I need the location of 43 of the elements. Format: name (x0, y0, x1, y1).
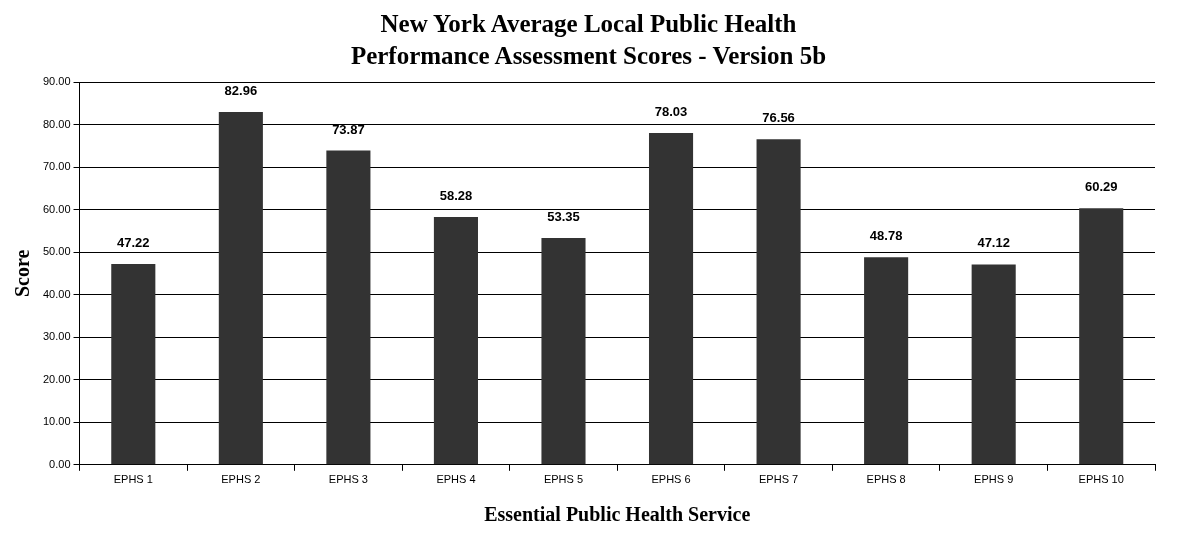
data-label: 47.22 (117, 235, 150, 251)
x-tick-label: EPHS 4 (436, 473, 476, 486)
x-axis-title: Essential Public Health Service (484, 503, 751, 526)
x-tick-label: EPHS 2 (221, 473, 261, 486)
bar (218, 111, 263, 465)
bar (111, 263, 156, 465)
bar (756, 139, 801, 465)
bar (326, 150, 371, 465)
y-tick-label: 50.00 (43, 245, 71, 258)
data-label: 60.29 (1084, 179, 1118, 195)
data-label: 73.87 (332, 121, 365, 137)
y-tick-label: 20.00 (43, 372, 71, 385)
bar (1079, 208, 1124, 465)
data-label: 76.56 (762, 110, 795, 126)
y-tick-label: 30.00 (43, 330, 71, 343)
data-label: 53.35 (547, 208, 580, 224)
data-label: 48.78 (869, 228, 903, 244)
y-tick-label: 40.00 (43, 287, 71, 300)
data-label: 82.96 (224, 83, 258, 99)
y-tick-label: 80.00 (43, 117, 71, 130)
x-tick-label: EPHS 10 (1078, 473, 1124, 486)
x-tick-label: EPHS 3 (328, 473, 368, 486)
y-tick-label: 70.00 (43, 160, 71, 173)
data-label: 47.12 (977, 235, 1010, 251)
y-tick-label: 0.00 (49, 457, 71, 470)
y-tick-label: 60.00 (43, 202, 71, 215)
x-tick-label: EPHS 9 (974, 473, 1014, 486)
bar (648, 132, 694, 465)
bar (541, 237, 586, 465)
y-axis-title: Score (11, 249, 34, 298)
data-label: 78.03 (654, 103, 688, 119)
y-tick-label: 90.00 (43, 75, 71, 88)
x-tick-label: EPHS 1 (113, 473, 153, 486)
x-tick-label: EPHS 8 (866, 473, 906, 486)
y-tick-label: 10.00 (43, 415, 71, 428)
chart-title: New York Average Local Public Health Performance Assessment Scores - Version 5b (349, 9, 828, 71)
data-label: 58.28 (439, 187, 473, 203)
x-tick-label: EPHS 5 (543, 473, 584, 486)
x-tick-label: EPHS 7 (759, 473, 799, 486)
bar (971, 264, 1016, 465)
bar (433, 216, 478, 465)
bar (864, 257, 909, 465)
x-tick-label: EPHS 6 (651, 473, 691, 486)
